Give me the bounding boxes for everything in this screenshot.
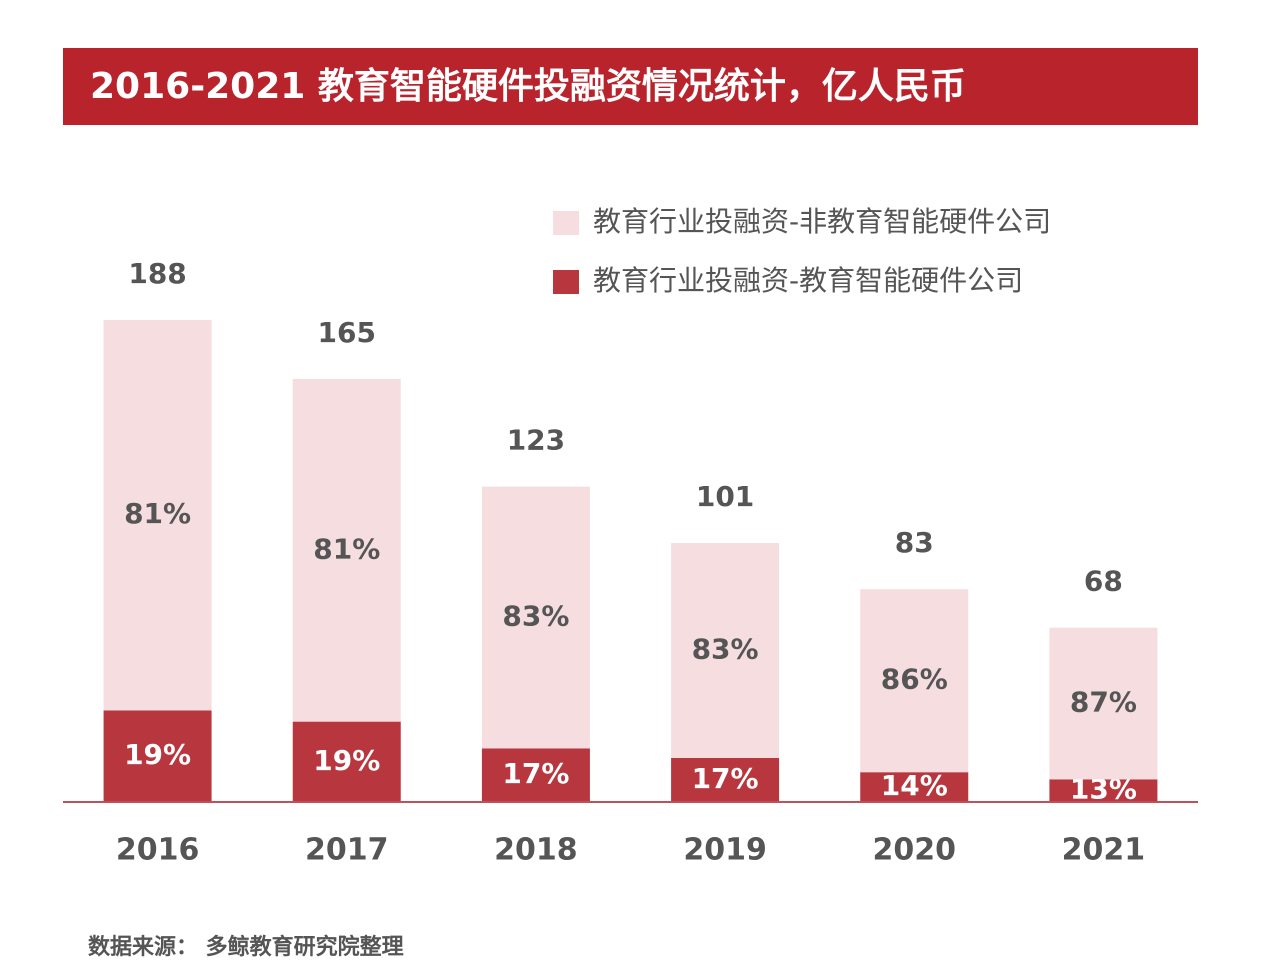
value-label: 19% — [313, 744, 380, 777]
bar-segment — [481, 748, 590, 802]
value-label: 14% — [881, 769, 948, 802]
x-tick-label: 2019 — [683, 833, 767, 868]
bar-segment — [671, 757, 780, 802]
value-label: 83% — [692, 633, 759, 666]
value-label: 19% — [124, 738, 191, 771]
value-label: 17% — [692, 762, 759, 795]
total-label: 83 — [895, 526, 934, 559]
bar-segment — [292, 378, 401, 722]
value-label: 86% — [881, 663, 948, 696]
total-label: 101 — [696, 480, 754, 513]
legend-swatch — [553, 270, 579, 294]
total-label: 123 — [507, 424, 565, 457]
total-label: 188 — [128, 257, 186, 290]
value-label: 81% — [313, 532, 380, 565]
x-tick-label: 2021 — [1062, 833, 1146, 868]
value-label: 83% — [502, 600, 569, 633]
chart-title: 2016-2021 教育智能硬件投融资情况统计，亿人民币 — [90, 66, 966, 107]
x-tick-label: 2018 — [494, 833, 578, 868]
legend-label: 教育行业投融资-非教育智能硬件公司 — [593, 205, 1051, 238]
bar-segment — [860, 772, 969, 802]
bar-segment — [481, 486, 590, 749]
x-tick-label: 2017 — [305, 833, 389, 868]
value-label: 17% — [502, 757, 569, 790]
x-tick-label: 2020 — [873, 833, 957, 868]
bar-segment — [671, 543, 780, 758]
bar-segment — [103, 710, 212, 802]
legend-label: 教育行业投融资-教育智能硬件公司 — [593, 264, 1023, 297]
legend-swatch — [553, 211, 579, 235]
title-banner — [63, 48, 1198, 125]
bar-segment — [860, 589, 969, 773]
value-label: 81% — [124, 497, 191, 530]
bar-segment — [103, 320, 212, 711]
bar-segment — [1049, 779, 1158, 802]
total-label: 68 — [1084, 565, 1123, 598]
bar-segment — [1049, 627, 1158, 780]
value-label: 87% — [1070, 685, 1137, 718]
x-tick-label: 2016 — [116, 833, 200, 868]
total-label: 165 — [318, 316, 376, 349]
bar-segment — [292, 721, 401, 802]
source-note: 数据来源： 多鲸教育研究院整理 — [88, 934, 404, 960]
